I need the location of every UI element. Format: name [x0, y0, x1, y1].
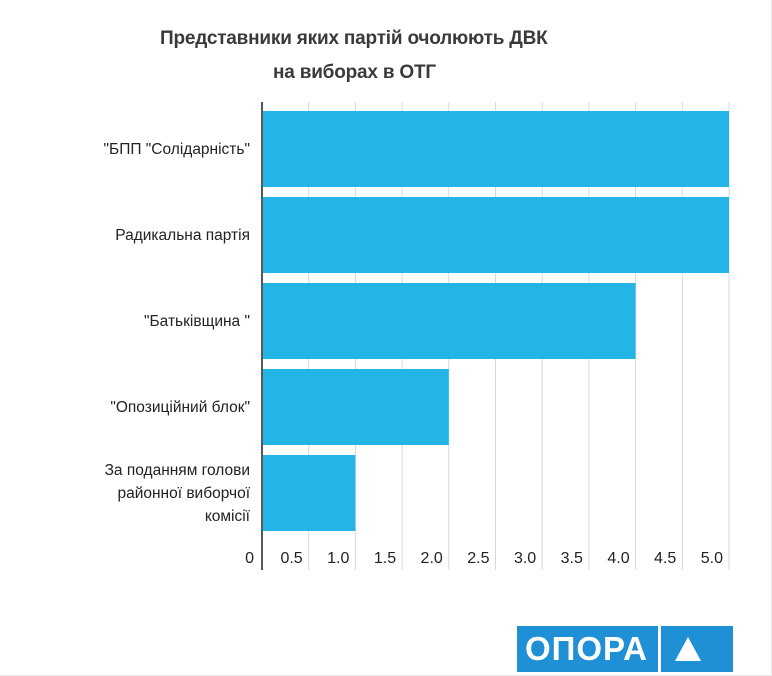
triangle-icon	[675, 637, 701, 661]
category-label: "Батьківщина "	[10, 310, 250, 333]
category-label: Радикальна партія	[10, 224, 250, 247]
logo-separator	[658, 626, 661, 672]
category-label-line: "Опозиційний блок"	[110, 398, 250, 416]
logo-text: ОПОРА	[525, 630, 648, 667]
bar	[263, 455, 356, 531]
opora-logo: ОПОРА	[517, 626, 733, 672]
category-label-line: За поданням голови	[104, 461, 250, 479]
x-tick-label: 3.0	[514, 550, 536, 567]
chart-title-line-1: Представники яких партій очолюють ДВК	[160, 28, 548, 49]
category-label: "Опозиційний блок"	[10, 396, 250, 419]
x-tick-label: 0.5	[280, 550, 302, 567]
bar	[263, 283, 636, 359]
category-label: "БПП "Солідарність"	[10, 138, 250, 161]
bar	[263, 369, 449, 445]
bar	[263, 197, 729, 273]
x-tick-label: 1.0	[327, 550, 349, 567]
x-tick-label: 2.0	[421, 550, 443, 567]
bar-chart: 0 0.5 1.0 1.5 2.0 2.5 3.0 3.5 4.0 4.5 5.0	[245, 102, 730, 570]
x-tick-label: 2.5	[467, 550, 489, 567]
bar	[263, 111, 729, 187]
x-tick-label: 4.5	[654, 550, 676, 567]
category-label: За поданням голови районної виборчої коміс…	[10, 459, 250, 528]
category-label-line: "БПП "Солідарність"	[103, 140, 250, 158]
category-label-line: районної виборчої	[117, 484, 250, 502]
category-label-line: комісії	[204, 507, 250, 525]
category-label-line: "Батьківщина "	[144, 312, 250, 330]
x-tick-label: 0	[245, 550, 254, 567]
x-tick-label: 4.0	[607, 550, 629, 567]
category-label-line: Радикальна партія	[115, 226, 250, 244]
chart-title-line-2: на виборах в ОТГ	[273, 62, 436, 83]
x-tick-label: 5.0	[701, 550, 723, 567]
x-tick-label: 1.5	[374, 550, 396, 567]
x-tick-label: 3.5	[561, 550, 583, 567]
